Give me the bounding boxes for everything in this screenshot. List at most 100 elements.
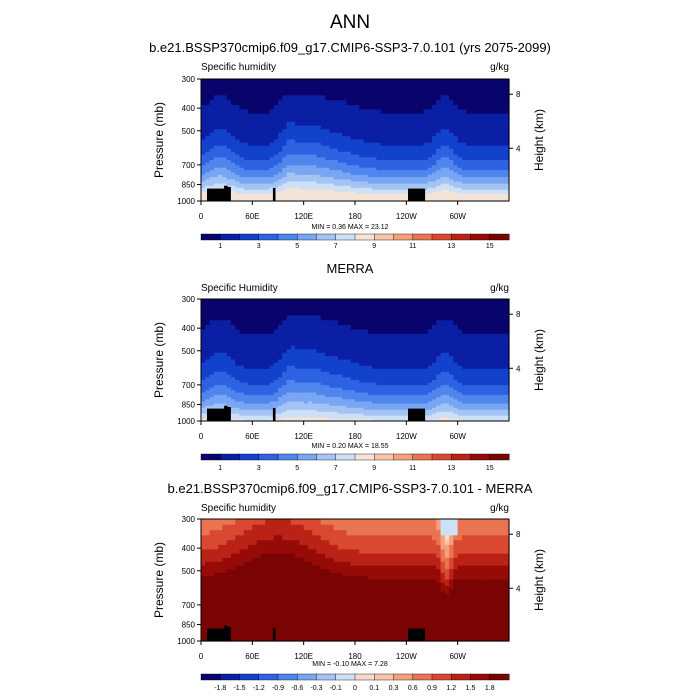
- field-cell: [320, 377, 326, 381]
- field-cell: [269, 165, 275, 169]
- field-cell: [376, 365, 382, 370]
- field-cell: [372, 315, 377, 321]
- field-cell: [205, 401, 211, 405]
- field-cell: [367, 185, 373, 189]
- field-cell: [333, 104, 339, 111]
- field-cell: [500, 125, 506, 130]
- field-cell: [260, 189, 266, 193]
- field-cell: [286, 113, 292, 119]
- field-cell: [222, 401, 228, 405]
- field-cell: [299, 167, 305, 171]
- y2-tick-label: 8: [516, 90, 521, 99]
- field-cell: [333, 409, 339, 413]
- field-cell: [500, 95, 506, 101]
- field-cell: [218, 185, 223, 189]
- field-cell: [372, 320, 377, 326]
- field-cell: [393, 129, 399, 134]
- field-cell: [436, 109, 442, 115]
- field-cell: [312, 90, 318, 96]
- field-cell: [205, 129, 211, 134]
- field-cell: [213, 399, 219, 403]
- field-cell: [265, 181, 271, 185]
- field-cell: [201, 356, 206, 361]
- field-cell: [286, 125, 292, 130]
- field-cell: [346, 387, 352, 391]
- field-cell: [372, 409, 377, 413]
- field-cell: [359, 90, 365, 96]
- field-cell: [303, 390, 309, 394]
- field-cell: [303, 104, 309, 111]
- field-cell: [453, 95, 459, 101]
- field-cell: [419, 125, 425, 130]
- field-cell: [325, 382, 330, 386]
- field-cell: [406, 84, 412, 91]
- field-cell: [243, 387, 249, 391]
- field-cell: [325, 377, 330, 381]
- field-cell: [457, 125, 463, 130]
- field-cell: [256, 157, 262, 161]
- field-cell: [243, 113, 249, 119]
- field-cell: [432, 177, 437, 180]
- field-cell: [363, 419, 369, 422]
- field-cell: [329, 407, 335, 411]
- field-cell: [209, 142, 215, 147]
- field-cell: [295, 113, 300, 119]
- field-cell: [406, 129, 412, 134]
- field-cell: [230, 109, 236, 115]
- field-cell: [359, 359, 365, 364]
- field-cell: [299, 193, 305, 197]
- field-cell: [235, 356, 241, 361]
- field-cell: [333, 136, 339, 141]
- field-cell: [453, 125, 459, 130]
- field-cell: [337, 199, 343, 202]
- field-cell: [316, 315, 322, 321]
- field-cell: [286, 172, 292, 176]
- field-cell: [329, 403, 335, 407]
- field-cell: [402, 365, 407, 370]
- field-cell: [329, 337, 335, 343]
- field-cell: [380, 160, 386, 164]
- field-cell: [384, 403, 390, 407]
- field-cell: [487, 148, 493, 153]
- field-cell: [397, 299, 403, 306]
- field-cell: [295, 399, 300, 403]
- field-cell: [256, 399, 262, 403]
- field-cell: [226, 390, 232, 394]
- field-cell: [290, 139, 296, 144]
- field-cell: [406, 341, 412, 347]
- y-tick-label: 1000: [177, 197, 195, 206]
- field-cell: [209, 362, 215, 367]
- field-cell: [290, 195, 296, 198]
- field-cell: [303, 151, 309, 156]
- field-cell: [414, 139, 420, 144]
- field-cell: [461, 148, 467, 153]
- field-cell: [406, 385, 412, 389]
- field-cell: [372, 195, 377, 198]
- field-cell: [248, 160, 253, 164]
- field-cell: [423, 157, 429, 161]
- field-cell: [350, 151, 356, 156]
- field-cell: [295, 337, 300, 343]
- field-cell: [265, 113, 271, 119]
- field-cell: [252, 320, 258, 326]
- field-cell: [209, 121, 215, 127]
- field-cell: [333, 299, 339, 306]
- field-cell: [380, 417, 386, 420]
- field-cell: [363, 160, 369, 164]
- field-cell: [278, 125, 283, 130]
- field-cell: [316, 151, 322, 156]
- field-cell: [487, 109, 493, 115]
- field-cell: [453, 189, 459, 193]
- field-cell: [461, 109, 467, 115]
- field-cell: [346, 136, 352, 141]
- field-cell: [329, 142, 335, 147]
- field-cell: [372, 387, 377, 391]
- field-cell: [230, 117, 236, 123]
- field-cell: [363, 179, 369, 183]
- field-cell: [299, 100, 305, 106]
- field-cell: [376, 104, 382, 111]
- field-cell: [252, 197, 258, 200]
- field-cell: [252, 352, 258, 357]
- field-cell: [209, 315, 215, 321]
- field-cell: [239, 185, 245, 189]
